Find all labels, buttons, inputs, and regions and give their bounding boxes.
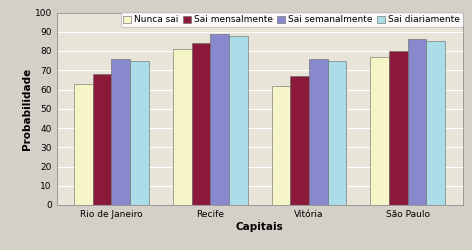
Bar [426,41,445,205]
Bar [290,76,309,205]
Bar [173,49,192,205]
Bar [130,60,149,205]
Bar [93,74,111,205]
Bar [328,60,346,205]
Bar [210,34,229,205]
Bar [389,51,408,205]
Bar [111,59,130,205]
Bar [408,40,426,205]
X-axis label: Capitais: Capitais [236,222,284,232]
Bar [272,86,290,205]
Bar [309,59,328,205]
Legend: Nunca sai, Sai mensalmente, Sai semanalmente, Sai diariamente: Nunca sai, Sai mensalmente, Sai semanalm… [120,12,463,27]
Bar [229,36,247,205]
Bar [192,43,210,205]
Bar [371,57,389,205]
Bar [74,84,93,205]
Y-axis label: Probabilidade: Probabilidade [22,68,32,150]
